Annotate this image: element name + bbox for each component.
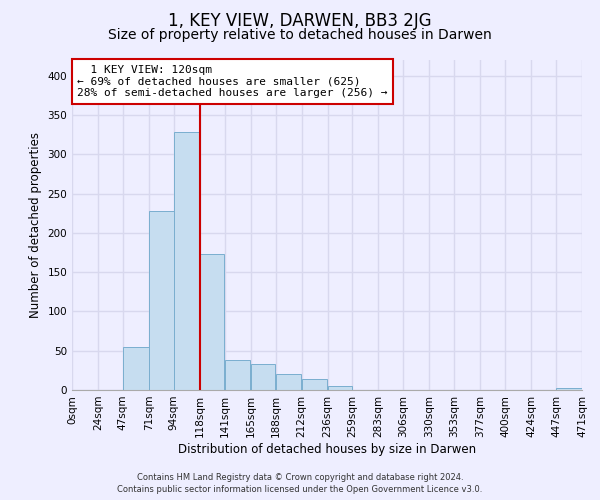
Bar <box>225 360 250 390</box>
Text: 1 KEY VIEW: 120sqm
← 69% of detached houses are smaller (625)
28% of semi-detach: 1 KEY VIEW: 120sqm ← 69% of detached hou… <box>77 65 388 98</box>
Bar <box>200 254 224 390</box>
Bar <box>302 379 327 390</box>
Bar <box>276 374 301 390</box>
Text: Contains public sector information licensed under the Open Government Licence v3: Contains public sector information licen… <box>118 484 482 494</box>
Bar <box>174 132 200 390</box>
Text: Contains HM Land Registry data © Crown copyright and database right 2024.: Contains HM Land Registry data © Crown c… <box>137 474 463 482</box>
Bar <box>123 347 149 390</box>
Text: 1, KEY VIEW, DARWEN, BB3 2JG: 1, KEY VIEW, DARWEN, BB3 2JG <box>168 12 432 30</box>
Bar <box>149 211 173 390</box>
Bar <box>328 386 352 390</box>
X-axis label: Distribution of detached houses by size in Darwen: Distribution of detached houses by size … <box>178 442 476 456</box>
Y-axis label: Number of detached properties: Number of detached properties <box>29 132 42 318</box>
Bar <box>556 388 582 390</box>
Bar <box>251 364 275 390</box>
Text: Size of property relative to detached houses in Darwen: Size of property relative to detached ho… <box>108 28 492 42</box>
